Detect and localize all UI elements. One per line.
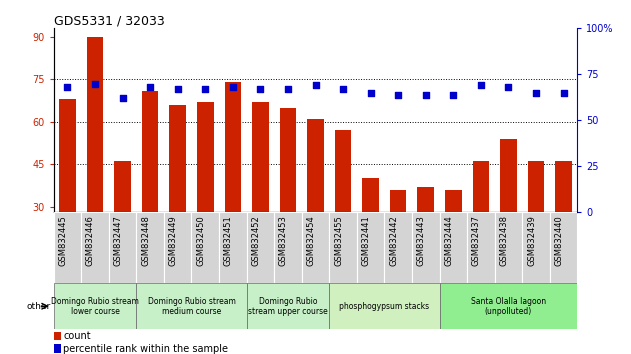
Bar: [247, 283, 329, 329]
Bar: [197, 102, 213, 292]
Bar: [169, 105, 186, 292]
Bar: [280, 108, 296, 292]
Bar: [136, 212, 164, 283]
Text: count: count: [63, 331, 91, 341]
Point: [173, 86, 183, 92]
Bar: [142, 91, 158, 292]
Bar: [164, 212, 191, 283]
Text: GSM832438: GSM832438: [500, 215, 509, 266]
Bar: [109, 212, 136, 283]
Text: GDS5331 / 32033: GDS5331 / 32033: [54, 14, 165, 27]
Point: [283, 86, 293, 92]
Bar: [302, 212, 329, 283]
Text: GSM832441: GSM832441: [362, 215, 370, 266]
Text: GSM832442: GSM832442: [389, 215, 398, 266]
Bar: [440, 212, 467, 283]
Bar: [136, 283, 247, 329]
Bar: [500, 139, 517, 292]
Text: GSM832446: GSM832446: [86, 215, 95, 266]
Bar: [357, 212, 384, 283]
Text: Domingo Rubio stream
lower course: Domingo Rubio stream lower course: [51, 297, 139, 316]
Bar: [555, 161, 572, 292]
Bar: [247, 212, 274, 283]
Bar: [412, 212, 440, 283]
Text: percentile rank within the sample: percentile rank within the sample: [63, 343, 228, 354]
Bar: [467, 212, 495, 283]
Text: GSM832445: GSM832445: [59, 215, 68, 266]
Bar: [390, 190, 406, 292]
Point: [365, 90, 375, 96]
Point: [504, 84, 514, 90]
Bar: [59, 99, 76, 292]
Text: GSM832450: GSM832450: [196, 215, 205, 266]
Bar: [114, 161, 131, 292]
Text: other: other: [27, 302, 50, 311]
Text: GSM832437: GSM832437: [472, 215, 481, 266]
Point: [476, 82, 486, 88]
Point: [421, 92, 431, 97]
Text: GSM832455: GSM832455: [334, 215, 343, 266]
Point: [310, 82, 321, 88]
Bar: [307, 119, 324, 292]
Text: GSM832452: GSM832452: [251, 215, 261, 266]
Point: [200, 86, 210, 92]
Point: [338, 86, 348, 92]
Bar: [54, 344, 61, 353]
Text: GSM832451: GSM832451: [224, 215, 233, 266]
Bar: [252, 102, 269, 292]
Point: [531, 90, 541, 96]
Text: GSM832449: GSM832449: [168, 215, 178, 266]
Point: [117, 96, 127, 101]
Text: GSM832454: GSM832454: [307, 215, 316, 266]
Text: Santa Olalla lagoon
(unpolluted): Santa Olalla lagoon (unpolluted): [471, 297, 546, 316]
Point: [62, 84, 73, 90]
Bar: [384, 212, 412, 283]
Text: GSM832444: GSM832444: [444, 215, 453, 266]
Bar: [54, 283, 136, 329]
Text: GSM832453: GSM832453: [279, 215, 288, 266]
Bar: [445, 190, 462, 292]
Text: Domingo Rubio
stream upper course: Domingo Rubio stream upper course: [248, 297, 328, 316]
Point: [256, 86, 266, 92]
Text: GSM832443: GSM832443: [416, 215, 426, 266]
Bar: [81, 212, 109, 283]
Bar: [219, 212, 247, 283]
Bar: [329, 212, 357, 283]
Text: GSM832447: GSM832447: [114, 215, 122, 266]
Point: [145, 84, 155, 90]
Text: GSM832448: GSM832448: [141, 215, 150, 266]
Text: phosphogypsum stacks: phosphogypsum stacks: [339, 302, 430, 311]
Bar: [495, 212, 522, 283]
Bar: [191, 212, 219, 283]
Text: Domingo Rubio stream
medium course: Domingo Rubio stream medium course: [148, 297, 235, 316]
Point: [90, 81, 100, 86]
Bar: [528, 161, 545, 292]
Point: [558, 90, 569, 96]
Text: GSM832440: GSM832440: [555, 215, 563, 266]
Bar: [54, 332, 61, 341]
Text: GSM832439: GSM832439: [527, 215, 536, 266]
Bar: [274, 212, 302, 283]
Bar: [473, 161, 489, 292]
Point: [448, 92, 458, 97]
Bar: [550, 212, 577, 283]
Point: [228, 84, 238, 90]
Bar: [418, 187, 434, 292]
Bar: [86, 37, 103, 292]
Bar: [522, 212, 550, 283]
Bar: [335, 130, 351, 292]
Point: [393, 92, 403, 97]
Bar: [329, 283, 440, 329]
Bar: [440, 283, 577, 329]
Bar: [225, 82, 241, 292]
Bar: [54, 212, 81, 283]
Bar: [362, 178, 379, 292]
